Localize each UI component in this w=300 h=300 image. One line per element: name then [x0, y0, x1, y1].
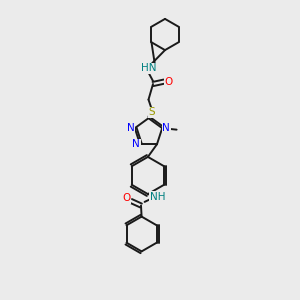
Text: N: N	[127, 123, 135, 133]
Text: O: O	[122, 193, 131, 203]
Text: N: N	[132, 139, 140, 149]
Text: N: N	[162, 123, 170, 133]
Text: S: S	[148, 107, 155, 117]
Text: O: O	[164, 76, 173, 87]
Text: HN: HN	[141, 63, 156, 74]
Text: NH: NH	[150, 192, 165, 202]
